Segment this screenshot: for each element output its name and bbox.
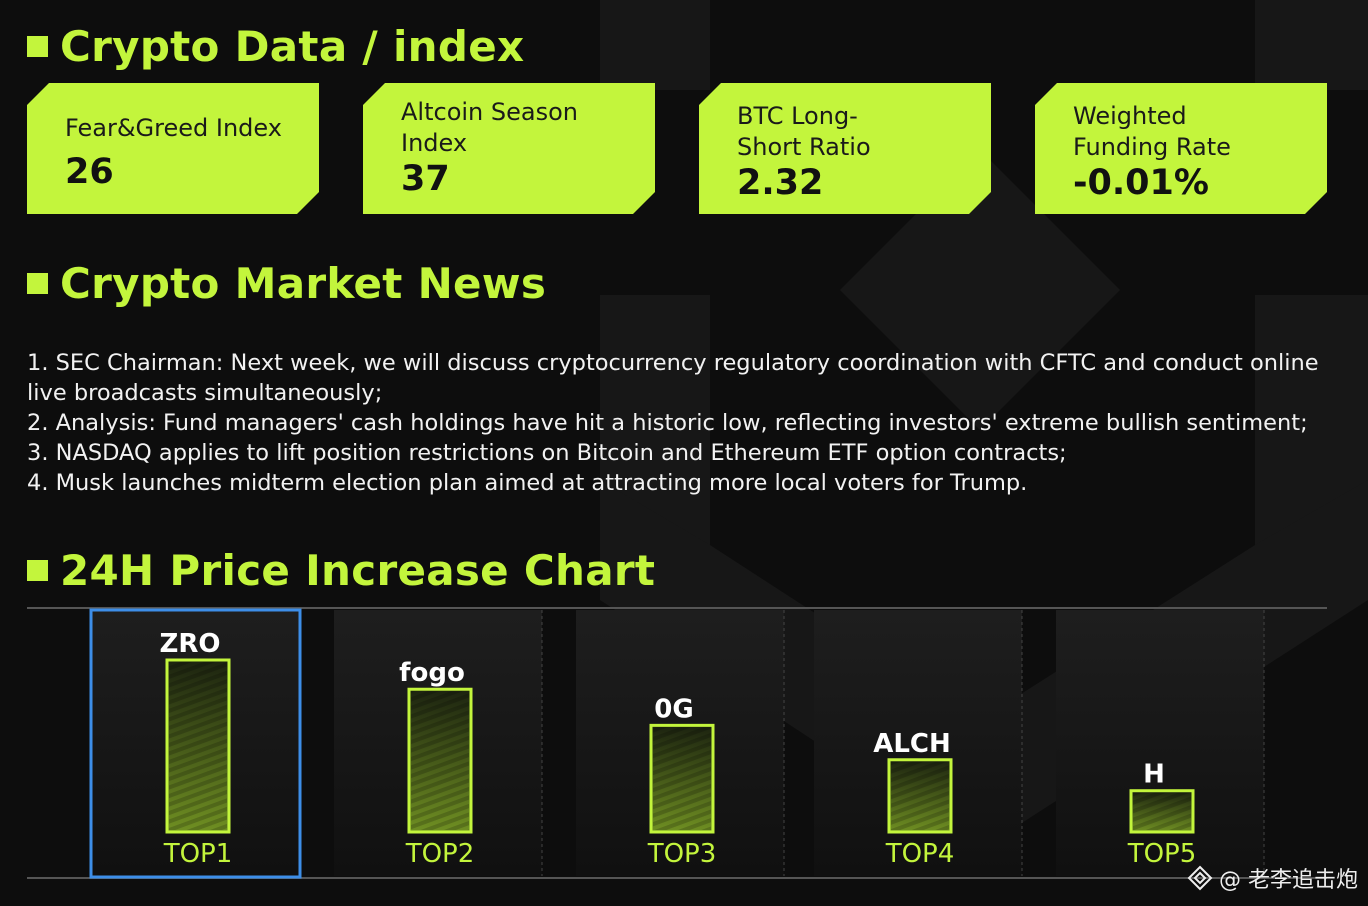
news-item: 4. Musk launches midterm election plan a… [27,470,1028,496]
card-value: 2.32 [737,163,824,203]
chart-column-bg [1056,610,1264,876]
chart-category-label: TOP3 [647,839,717,869]
card-value: 26 [65,152,114,192]
chart-category-label: TOP5 [1127,839,1197,869]
card-funding-rate: Weighted Funding Rate -0.01% [1035,83,1327,214]
chart-bar-texture [411,691,469,830]
card-label: Weighted Funding Rate [1073,102,1231,161]
card-value: 37 [401,159,450,199]
chart-bar-texture [1133,792,1191,830]
title-square-icon [27,36,48,57]
news-item: 3. NASDAQ applies to lift position restr… [27,440,1067,466]
card-altcoin-season: Altcoin Season Index 37 [363,83,655,214]
card-label: BTC Long-Short Ratio [737,102,871,161]
news-item: 1. SEC Chairman: Next week, we will disc… [27,350,1319,406]
section-title-index: Crypto Data / index [27,22,524,71]
chart-category-label: TOP4 [885,839,955,869]
chart-category-label: TOP2 [405,839,475,869]
title-square-icon [27,560,48,581]
section-title-text: Crypto Market News [60,259,547,308]
price-increase-chart: ZRO TOP1 fogo TOP2 0G TOP3 ALCH TOP4 H TOP5 [27,607,1327,879]
chart-bar-texture [891,761,949,830]
watermark-text: @ 老李追击炮 [1219,868,1358,893]
chart-category-label: TOP1 [163,839,233,869]
section-title-text: 24H Price Increase Chart [60,546,656,595]
chart-bar-label: fogo [399,658,465,688]
card-btc-long-short: BTC Long-Short Ratio 2.32 [699,83,991,214]
section-title-chart: 24H Price Increase Chart [27,546,655,595]
card-value: -0.01% [1073,163,1209,203]
card-fear-greed: Fear&Greed Index 26 [27,83,319,214]
section-title-news: Crypto Market News [27,259,546,308]
section-title-text: Crypto Data / index [60,22,525,71]
chart-highlight-frame [89,608,302,879]
chart-bar-label: ZRO [160,629,221,659]
card-label: Fear&Greed Index [65,114,282,142]
chart-bar-label: 0G [654,694,693,724]
news-list: 1. SEC Chairman: Next week, we will disc… [27,348,1347,498]
news-item: 2. Analysis: Fund managers' cash holding… [27,410,1308,436]
chart-bar-texture [653,727,711,830]
diamond-logo-icon [1187,865,1213,891]
watermark: @ 老李追击炮 [1187,862,1358,894]
chart-bar-label: ALCH [873,729,951,759]
title-square-icon [27,273,48,294]
chart-bar-texture [169,662,227,830]
chart-bar-label: H [1143,760,1165,790]
card-label: Altcoin Season Index [401,98,578,157]
